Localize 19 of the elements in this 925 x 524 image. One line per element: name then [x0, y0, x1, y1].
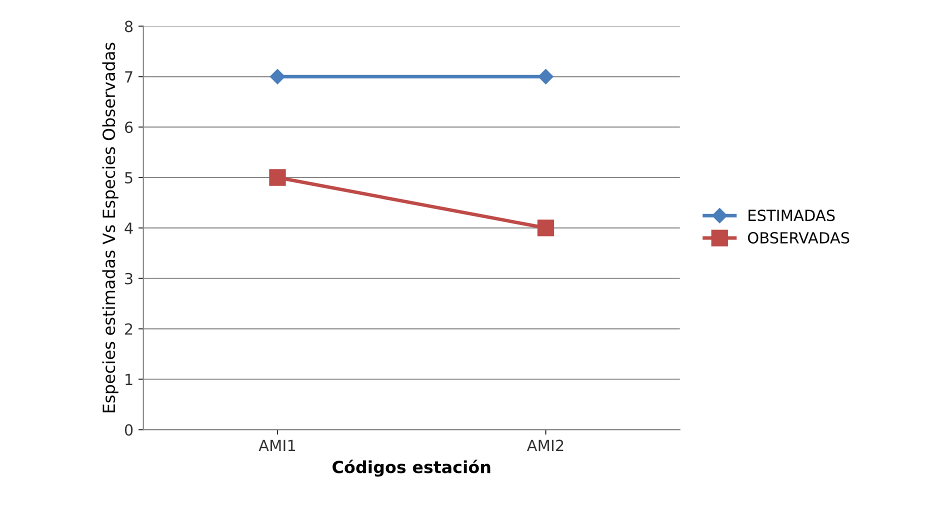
y-tick-label: 1	[126, 374, 132, 386]
y-tick-label: 8	[124, 20, 133, 32]
point	[270, 69, 286, 84]
y-tick-label: 5	[125, 172, 132, 184]
y-tick-label: 3	[125, 272, 132, 284]
legend-label: ESTIMADAS	[748, 210, 835, 222]
y-tick-label: 6	[125, 122, 133, 134]
legend-label: OBSERVADAS	[748, 232, 850, 244]
y-tick-label: 4	[124, 222, 133, 234]
y-tick-label: 7	[125, 71, 132, 82]
x-axis-title: Códigos estación	[332, 460, 490, 477]
point	[538, 69, 554, 84]
point	[537, 220, 554, 236]
y-tick-label: 2	[125, 323, 132, 335]
point	[269, 169, 286, 186]
x-tick-label: AMI1	[258, 440, 296, 452]
x-tick-label: AMI2	[526, 440, 564, 452]
y-axis-title: Especies estimadas Vs Especies Observadas	[102, 42, 118, 412]
y-tick-label: 0	[124, 424, 133, 436]
